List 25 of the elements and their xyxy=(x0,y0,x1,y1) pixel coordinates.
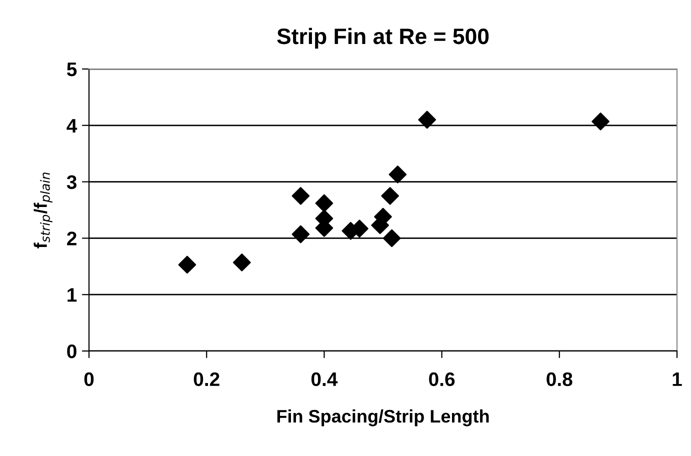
x-axis-title: Fin Spacing/Strip Length xyxy=(277,409,489,426)
x-tick-label: 0.6 xyxy=(429,372,455,386)
x-tick-label: 0.8 xyxy=(546,372,572,386)
point xyxy=(292,225,310,244)
point xyxy=(418,110,436,129)
y-tick-label: 1 xyxy=(68,288,77,302)
y-tick-label: 4 xyxy=(66,119,78,132)
point xyxy=(232,254,251,272)
point xyxy=(592,112,610,130)
x-tick-label: 0.2 xyxy=(194,372,220,386)
point xyxy=(382,229,401,248)
point xyxy=(178,256,196,274)
x-tick-label: 0 xyxy=(84,372,94,386)
y-tick-label: 0 xyxy=(67,344,76,358)
y-axis-title: f$_{strip}$/f$_{plain}$ xyxy=(34,172,52,248)
point xyxy=(292,186,310,205)
y-tick-label: 2 xyxy=(67,232,76,246)
chart-title: Strip Fin at Re = 500 xyxy=(277,28,489,49)
y-tick-label: 3 xyxy=(66,175,76,190)
x-tick-label: 0.4 xyxy=(311,372,338,386)
point xyxy=(381,186,399,205)
x-tick-label: 1 xyxy=(672,372,682,386)
point xyxy=(388,166,407,184)
point xyxy=(315,194,334,212)
y-tick-label: 5 xyxy=(66,62,77,76)
